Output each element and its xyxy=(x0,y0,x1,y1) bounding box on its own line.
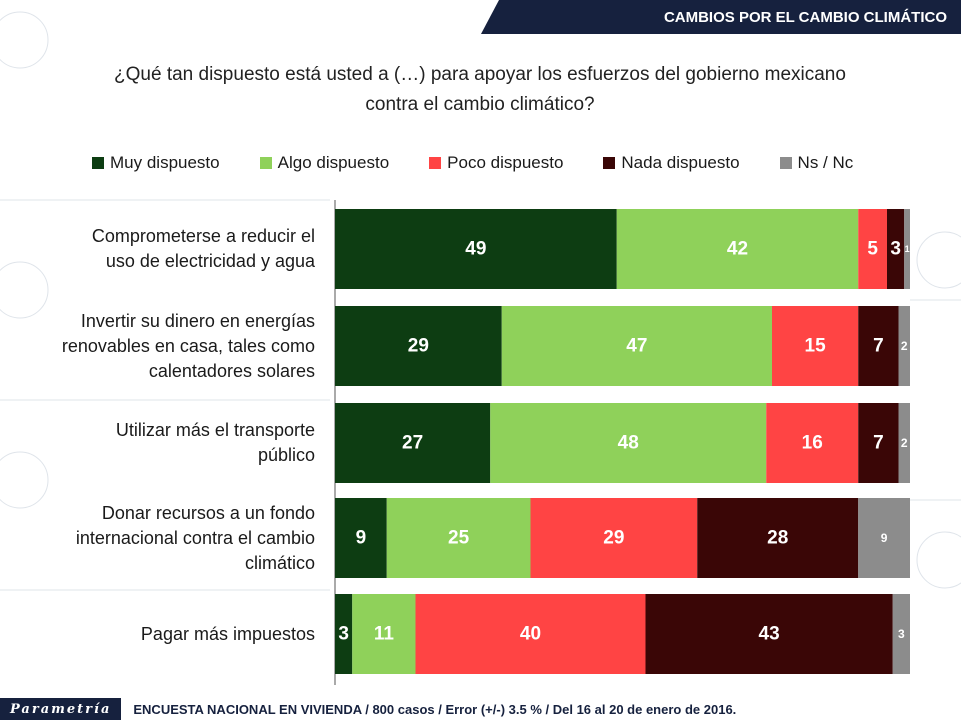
bar-segment xyxy=(898,403,910,483)
category-label: Invertir su dinero en energías renovables… xyxy=(15,306,315,386)
question: ¿Qué tan dispuesto está usted a (…) para… xyxy=(60,60,900,120)
category-label: Utilizar más el transporte público xyxy=(15,403,315,483)
header-band: CAMBIOS POR EL CAMBIO CLIMÁTICO xyxy=(481,0,961,34)
bar-segment xyxy=(858,209,887,289)
category-label-line: Comprometerse a reducir el xyxy=(91,226,315,246)
data-label: 2 xyxy=(901,436,908,450)
bar-segment xyxy=(335,306,502,386)
bar-segment xyxy=(772,306,859,386)
question-line-2: contra el cambio climático? xyxy=(365,94,595,115)
legend-item: Poco dispuesto xyxy=(429,153,563,173)
legend-label: Muy dispuesto xyxy=(110,153,220,172)
category-label-line: calentadores solares xyxy=(148,360,315,381)
bar-segment xyxy=(501,306,772,386)
header-title: CAMBIOS POR EL CAMBIO CLIMÁTICO xyxy=(663,8,947,26)
legend-swatch xyxy=(92,157,104,169)
legend-item: Ns / Nc xyxy=(779,153,854,173)
legend-item: Nada dispuesto xyxy=(603,153,740,173)
data-label: 48 xyxy=(618,433,639,454)
data-label: 2 xyxy=(901,339,908,353)
data-label: 28 xyxy=(767,528,788,549)
data-label: 40 xyxy=(520,624,541,645)
legend-item: Muy dispuesto xyxy=(92,153,220,173)
category-label: Donar recursos a un fondo internacional c… xyxy=(15,498,315,578)
category-label-line: Donar recursos a un fondo xyxy=(101,502,315,523)
legend-swatch xyxy=(779,157,792,169)
legend-swatch xyxy=(603,157,616,169)
category-label-line: climático xyxy=(244,552,315,573)
bar-segment xyxy=(490,403,767,483)
category-label: Comprometerse a reducir el uso de electri… xyxy=(15,209,315,289)
bar-segment xyxy=(415,594,646,674)
category-label-line: Utilizar más el transporte xyxy=(115,420,315,440)
bar-segment xyxy=(352,594,416,674)
chart-legend: Muy dispuesto Algo dispuesto Poco dispuest… xyxy=(92,150,922,176)
footer-note: ENCUESTA NACIONAL EN VIVIENDA / 800 caso… xyxy=(133,701,737,717)
bar-segment xyxy=(766,403,859,483)
data-label: 42 xyxy=(727,239,748,260)
data-label: 15 xyxy=(805,336,827,357)
data-label: 7 xyxy=(873,336,884,357)
legend-label: Poco dispuesto xyxy=(447,153,564,172)
category-label-line: público xyxy=(257,445,315,465)
data-label: 1 xyxy=(905,244,910,254)
bar-segment xyxy=(335,403,491,483)
bar-segment xyxy=(530,498,698,578)
bar-segment xyxy=(335,498,387,578)
legend-swatch xyxy=(429,157,442,169)
bar-segment xyxy=(858,306,899,386)
stacked-bar-chart: 49 42 5 3 129 47 15 7 227 48 16 7 29 25 29 28 93 11 40 43 3 xyxy=(334,200,910,685)
bar-segment xyxy=(645,594,893,674)
category-label-line: Pagar más impuestos xyxy=(140,623,315,644)
legend-swatch xyxy=(259,157,272,169)
data-label: 7 xyxy=(873,433,884,454)
bar-segment xyxy=(335,594,353,674)
data-label: 3 xyxy=(338,624,349,645)
data-label: 27 xyxy=(402,433,423,454)
bar-segment xyxy=(616,209,859,289)
data-label: 3 xyxy=(890,239,901,260)
bar-segment xyxy=(858,403,899,483)
data-label: 29 xyxy=(603,528,624,549)
category-label-line: uso de electricidad y agua xyxy=(105,251,315,271)
category-label: Pagar más impuestos xyxy=(15,594,315,674)
data-label: 47 xyxy=(626,336,647,357)
bar-segment xyxy=(904,209,910,289)
bar-segment xyxy=(892,594,910,674)
data-label: 29 xyxy=(408,336,429,357)
legend-item: Algo dispuesto xyxy=(259,153,390,173)
legend-label: Ns / Nc xyxy=(797,153,854,172)
data-label: 9 xyxy=(881,531,888,545)
data-label: 3 xyxy=(898,627,905,641)
data-label: 25 xyxy=(448,528,470,549)
bar-segment xyxy=(335,209,617,289)
category-label-line: renovables en casa, tales como xyxy=(61,335,315,356)
bar-segment xyxy=(858,498,910,578)
data-label: 49 xyxy=(465,239,486,260)
bar-segment xyxy=(697,498,859,578)
footer: Parametría ENCUESTA NACIONAL EN VIVIENDA… xyxy=(0,697,961,721)
legend-label: Algo dispuesto xyxy=(277,153,390,172)
legend-label: Nada dispuesto xyxy=(621,153,740,172)
bar-segment xyxy=(898,306,910,386)
data-label: 43 xyxy=(759,624,780,645)
footer-logo: Parametría xyxy=(0,698,122,720)
category-label-line: internacional contra el cambio xyxy=(75,527,315,548)
bar-segment xyxy=(887,209,905,289)
bar-segment xyxy=(386,498,531,578)
data-label: 11 xyxy=(374,624,395,645)
data-label: 5 xyxy=(867,239,878,260)
question-line-1: ¿Qué tan dispuesto está usted a (…) para… xyxy=(114,64,846,85)
data-label: 16 xyxy=(802,433,823,454)
data-label: 9 xyxy=(356,528,367,549)
category-label-line: Invertir su dinero en energías xyxy=(80,310,315,331)
